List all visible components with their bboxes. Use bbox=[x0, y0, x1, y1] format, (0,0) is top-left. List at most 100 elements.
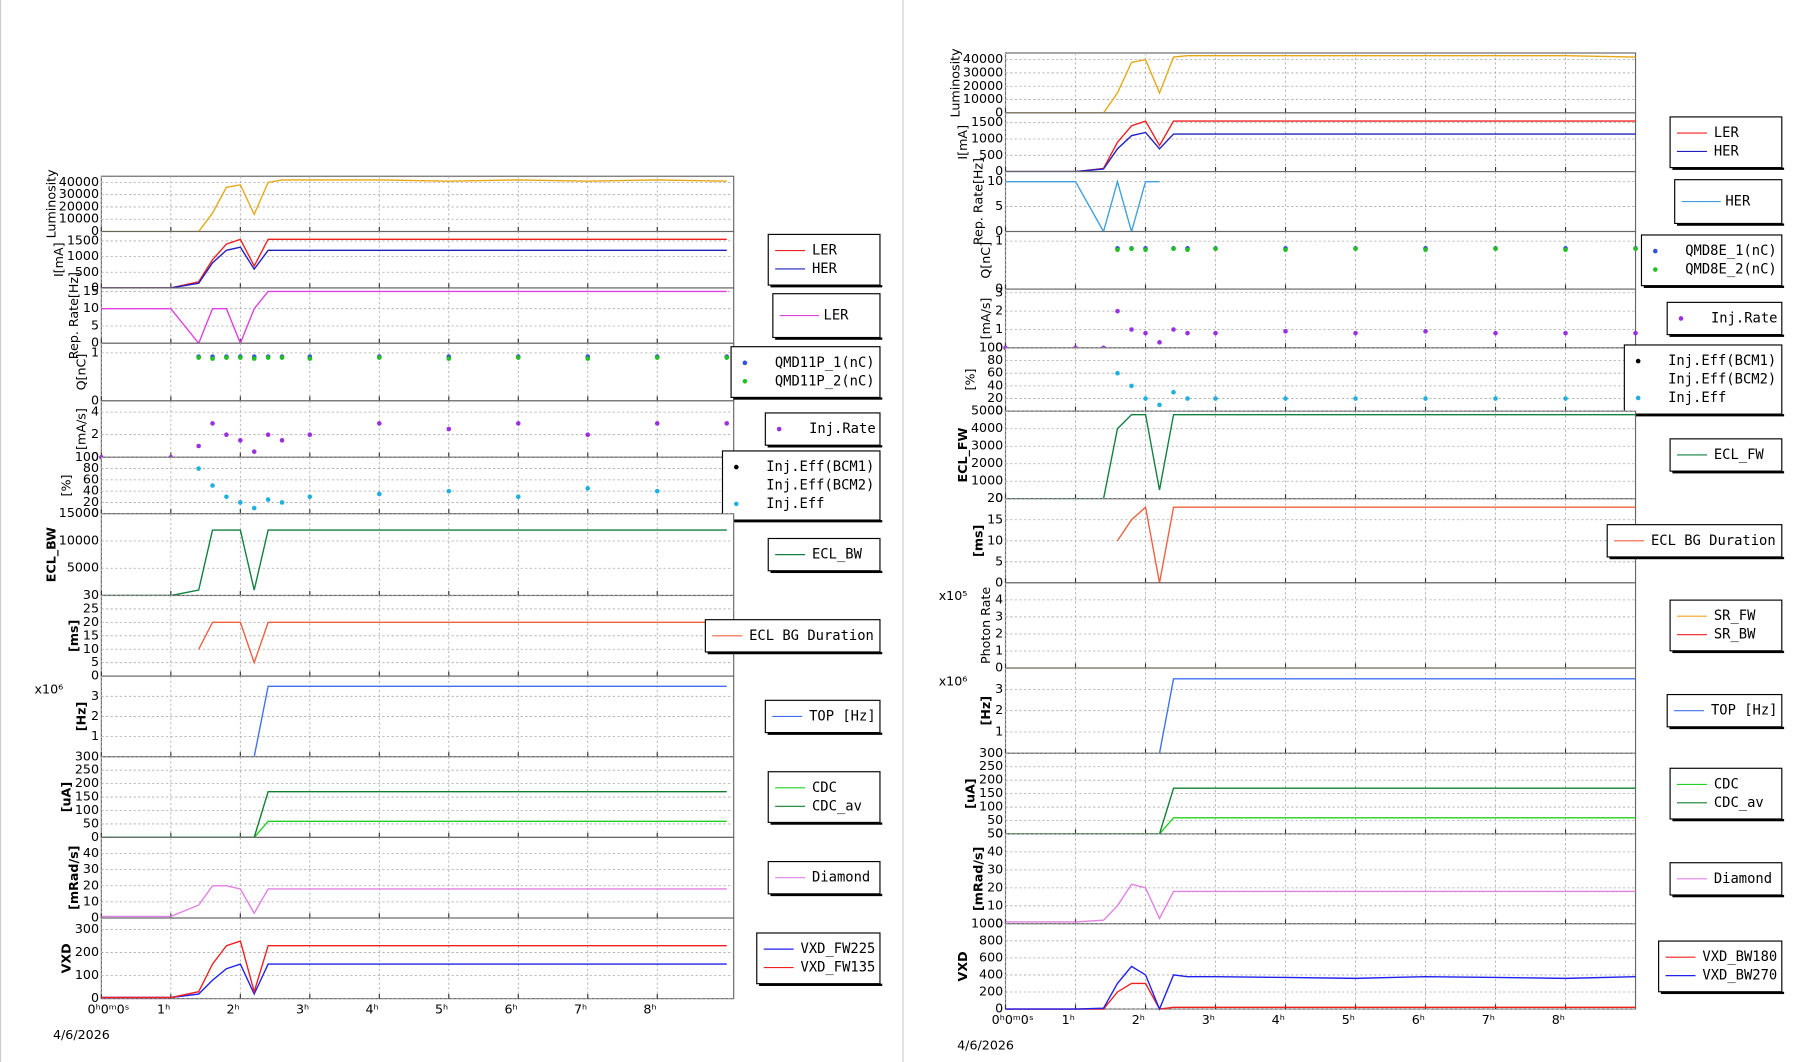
y-tick-label: 250 bbox=[75, 762, 99, 777]
plot-frame bbox=[1004, 171, 1637, 233]
data-point bbox=[307, 432, 313, 438]
y-axis-label: [mRad/s] bbox=[66, 846, 81, 910]
legend: Inj.Rate bbox=[1666, 301, 1785, 337]
scale-label: x10⁶ bbox=[939, 673, 968, 688]
y-axis-label: [ms] bbox=[66, 620, 81, 652]
y-tick-label: 0 bbox=[995, 574, 1003, 589]
x-tick-label: 4ʰ bbox=[1272, 1012, 1285, 1027]
legend: VXD_FW225 VXD_FW135 bbox=[756, 932, 883, 986]
legend: Diamond bbox=[1669, 862, 1785, 898]
y-tick-label: 20 bbox=[83, 614, 99, 629]
legend-shadow bbox=[1672, 894, 1785, 898]
data-point bbox=[1423, 329, 1428, 334]
y-tick-label: 0 bbox=[91, 990, 99, 1005]
series-line bbox=[253, 685, 727, 757]
legend: ECL BG Duration bbox=[1606, 524, 1785, 560]
legend-shadow bbox=[1677, 223, 1785, 226]
legend-shadow bbox=[1672, 167, 1785, 170]
y-tick-label: 1500 bbox=[67, 232, 99, 247]
legend: CDC CDC_av bbox=[767, 771, 883, 825]
scale-label: x10⁵ bbox=[939, 588, 968, 603]
y-tick-label: 800 bbox=[979, 932, 1003, 947]
data-point bbox=[446, 488, 452, 494]
y-axis-label: Q[nC] bbox=[978, 242, 993, 279]
y-tick-label: 2 bbox=[995, 303, 1003, 318]
data-point bbox=[1493, 330, 1498, 336]
y-tick-label: 1000 bbox=[67, 248, 99, 263]
y-tick-label: 100 bbox=[75, 802, 99, 817]
y-tick-label: 5 bbox=[995, 198, 1003, 213]
legend-shadow bbox=[1672, 818, 1785, 822]
y-tick-label: 0 bbox=[995, 490, 1003, 505]
x-tick-label: 6ʰ bbox=[1412, 1012, 1425, 1027]
y-tick-label: 300 bbox=[75, 921, 99, 936]
series-line bbox=[101, 963, 727, 999]
data-point bbox=[1423, 396, 1428, 401]
y-axis-label: Rep. Rate[Hz] bbox=[970, 158, 985, 245]
legend-label: LER bbox=[1714, 125, 1740, 141]
legend-label: QMD11P_2(nC) bbox=[775, 373, 875, 389]
panel: 0 200 400 600 800 1000 0ʰ0ᵐ0ˢ 1ʰ 2ʰ 3ʰ 4ʰ 5ʰ 6ʰ 7ʰ 8ʰ 4… bbox=[955, 915, 1637, 1052]
plot-frame bbox=[1004, 52, 1637, 114]
y-tick-label: 20 bbox=[987, 879, 1003, 894]
legend-label: ECL_BW bbox=[812, 547, 863, 563]
legend-label: CDC bbox=[812, 780, 837, 796]
series-line bbox=[101, 246, 727, 289]
legend: VXD_BW180 VXD_BW270 bbox=[1658, 940, 1785, 995]
legend-box bbox=[1623, 344, 1783, 415]
y-tick-label: 0 bbox=[91, 505, 99, 520]
data-point bbox=[1563, 396, 1568, 401]
legend-shadow bbox=[770, 822, 883, 825]
legend-box bbox=[721, 450, 881, 521]
data-point bbox=[1283, 396, 1288, 401]
data-point bbox=[238, 438, 243, 443]
legend-label: TOP [Hz] bbox=[809, 708, 876, 724]
legend-box bbox=[730, 346, 881, 398]
y-tick-label: 40 bbox=[987, 377, 1003, 392]
y-axis-label: [Hz] bbox=[978, 696, 993, 726]
series-line bbox=[101, 885, 727, 918]
data-point bbox=[238, 355, 243, 360]
y-tick-label: 20 bbox=[987, 490, 1003, 505]
legend-label: Inj.Eff(BCM1) bbox=[766, 459, 874, 475]
y-tick-label: 100 bbox=[75, 967, 99, 982]
legend: LER HER bbox=[1669, 116, 1785, 170]
legend-shadow bbox=[767, 732, 883, 735]
legend-label: ECL BG Duration bbox=[1651, 533, 1776, 549]
y-tick-label: 0 bbox=[91, 279, 99, 294]
legend-label: Inj.Eff(BCM2) bbox=[766, 478, 874, 494]
data-point bbox=[1185, 330, 1190, 336]
data-point bbox=[377, 355, 382, 360]
y-tick-label: 1000 bbox=[971, 915, 1003, 930]
data-point bbox=[1353, 396, 1358, 401]
y-tick-label: 200 bbox=[75, 944, 99, 959]
data-point bbox=[1213, 330, 1218, 336]
y-axis-label: [mA/s] bbox=[74, 408, 89, 450]
legend-label: Inj.Rate bbox=[809, 421, 876, 437]
legend-marker bbox=[742, 360, 748, 366]
y-tick-label: 400 bbox=[979, 966, 1003, 981]
data-point bbox=[1283, 247, 1288, 253]
y-tick-label: 2000 bbox=[971, 455, 1003, 470]
legend-label: Inj.Eff(BCM2) bbox=[1668, 372, 1776, 388]
legend: TOP [Hz] bbox=[1666, 693, 1785, 730]
legend-label: Diamond bbox=[812, 870, 870, 886]
data-point bbox=[1633, 246, 1638, 252]
x-tick-label: 5ʰ bbox=[435, 1002, 448, 1017]
y-tick-label: 10 bbox=[987, 897, 1003, 912]
legend-label: HER bbox=[1714, 143, 1740, 159]
data-point bbox=[1115, 308, 1120, 314]
x-tick-label: 1ʰ bbox=[1062, 1012, 1075, 1027]
data-point bbox=[279, 500, 285, 505]
legend-label: VXD_FW135 bbox=[801, 960, 876, 976]
y-tick-label: 3 bbox=[91, 688, 99, 703]
series-line bbox=[1005, 883, 1636, 923]
data-point bbox=[1115, 247, 1120, 253]
y-tick-label: 1000 bbox=[971, 473, 1003, 488]
plot-frame bbox=[100, 917, 735, 1000]
series-line bbox=[101, 290, 727, 346]
